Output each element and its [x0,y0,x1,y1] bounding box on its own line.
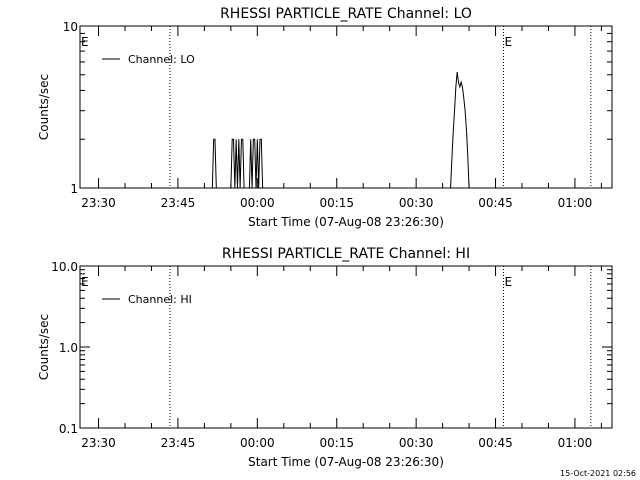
y-tick-label: 10 [63,20,78,34]
x-tick-label: 23:45 [161,436,196,450]
x-tick-label: 01:00 [558,196,593,210]
lo-channel-panel: RHESSI PARTICLE_RATE Channel: LO 1 10 23:30… [37,6,613,229]
y-tick-label: 10.0 [51,260,78,274]
x-tick-label: 00:15 [319,436,354,450]
event-marker-label: E [504,275,512,289]
legend-label: Channel: LO [128,53,195,66]
y-axis-label: Counts/sec [37,314,51,380]
x-tick-label: 23:45 [161,196,196,210]
x-tick-label: 00:00 [240,196,275,210]
x-tick-label: 00:15 [319,196,354,210]
event-marker-label: E [504,35,512,49]
legend-label: Channel: HI [128,293,192,306]
plot-frame [79,265,613,429]
x-tick-label: 23:30 [81,196,116,210]
plot-frame [79,25,613,189]
y-tick-label: 0.1 [59,422,78,436]
x-axis-label: Start Time (07-Aug-08 23:26:30) [248,215,444,229]
y-axis-label: Counts/sec [37,74,51,140]
series-line [80,71,471,189]
x-tick-label: 00:30 [399,196,434,210]
hi-channel-panel: RHESSI PARTICLE_RATE Channel: HI 0.1 1.0 10… [37,246,613,469]
chart-title: RHESSI PARTICLE_RATE Channel: LO [220,6,472,22]
x-axis-label: Start Time (07-Aug-08 23:26:30) [248,455,444,469]
chart-title: RHESSI PARTICLE_RATE Channel: HI [222,246,470,262]
x-tick-label: 00:45 [478,436,513,450]
y-tick-label: 1 [70,182,78,196]
x-tick-label: 01:00 [558,436,593,450]
x-tick-label: 00:00 [240,436,275,450]
left-event-label: E [81,35,89,49]
x-tick-label: 00:30 [399,436,434,450]
generated-timestamp: 15-Oct-2021 02:56 [560,469,636,478]
x-tick-label: 23:30 [81,436,116,450]
y-tick-label: 1.0 [59,341,78,355]
left-event-label: E [81,275,89,289]
x-tick-label: 00:45 [478,196,513,210]
